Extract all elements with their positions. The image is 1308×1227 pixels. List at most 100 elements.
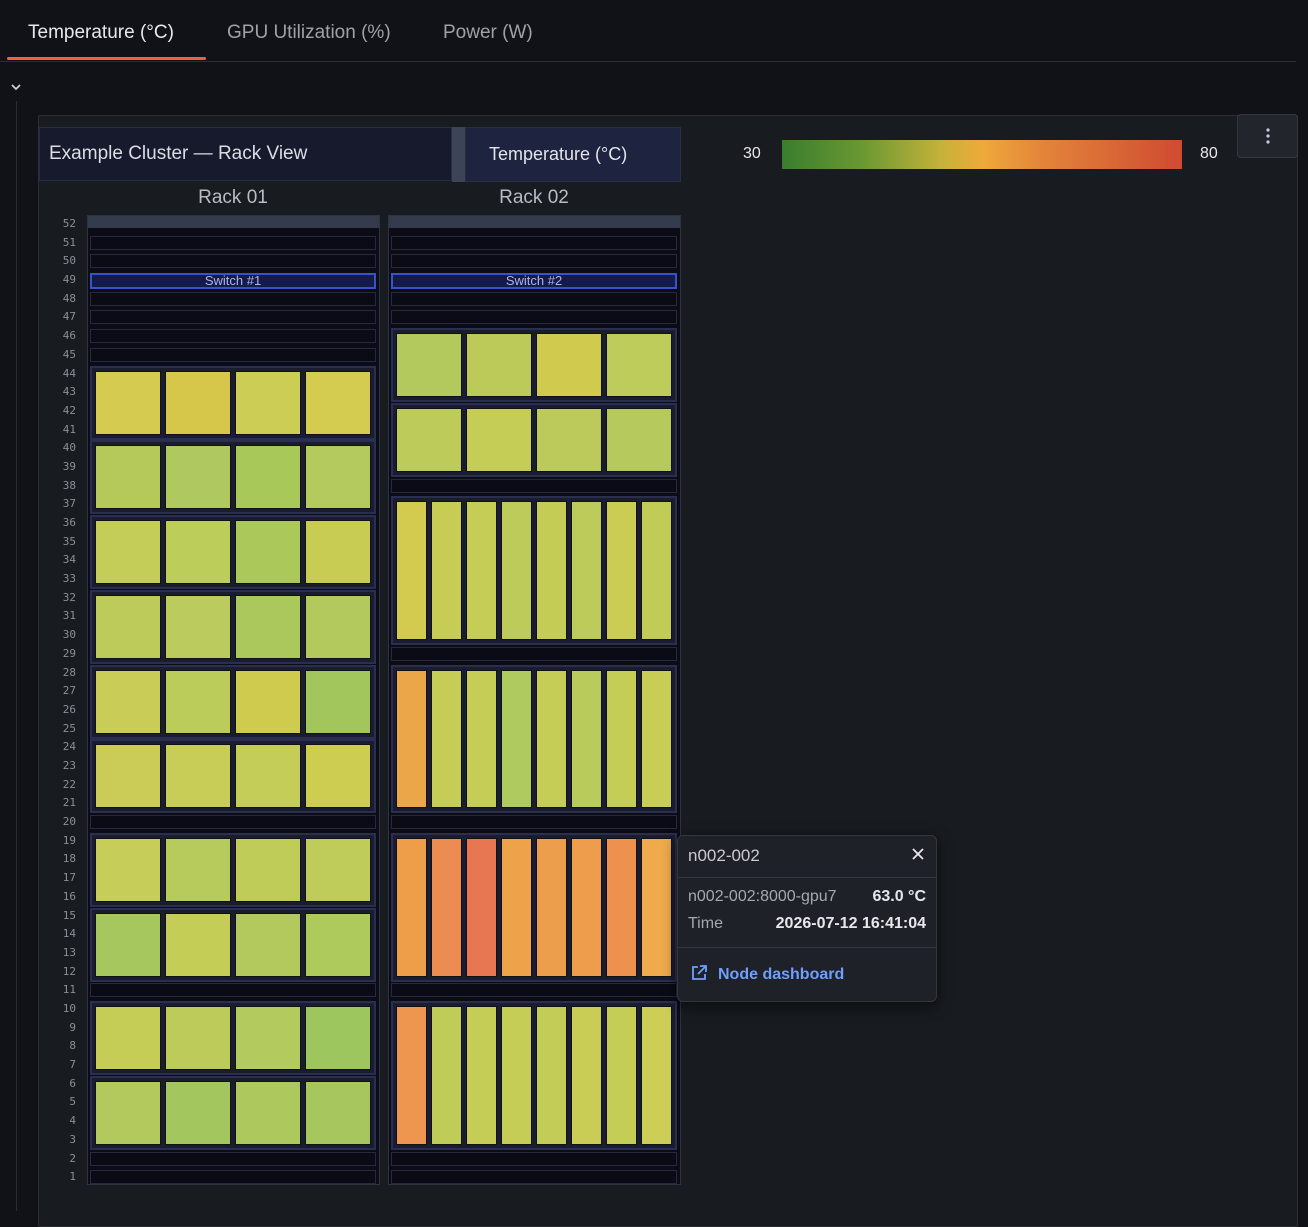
- server-node[interactable]: [90, 739, 376, 814]
- gpu-cell[interactable]: [305, 837, 371, 902]
- tab-temperature[interactable]: Temperature (°C): [28, 22, 174, 43]
- gpu-cell[interactable]: [235, 445, 301, 510]
- gpu-cell[interactable]: [165, 594, 231, 659]
- server-node[interactable]: [90, 664, 376, 739]
- server-node[interactable]: [391, 1000, 677, 1150]
- gpu-cell[interactable]: [235, 837, 301, 902]
- gpu-cell[interactable]: [235, 744, 301, 809]
- gpu-cell[interactable]: [235, 520, 301, 585]
- gpu-cell[interactable]: [165, 669, 231, 734]
- gpu-cell[interactable]: [235, 912, 301, 977]
- server-node[interactable]: [90, 1075, 376, 1150]
- gpu-cell[interactable]: [95, 669, 161, 734]
- server-node[interactable]: [391, 402, 677, 477]
- gpu-cell[interactable]: [431, 501, 462, 641]
- gpu-cell[interactable]: [305, 370, 371, 435]
- gpu-cell[interactable]: [396, 837, 427, 977]
- gpu-cell[interactable]: [165, 520, 231, 585]
- gpu-cell[interactable]: [165, 744, 231, 809]
- gpu-cell[interactable]: [606, 501, 637, 641]
- server-node[interactable]: [391, 664, 677, 814]
- gpu-cell[interactable]: [95, 445, 161, 510]
- gpu-cell[interactable]: [466, 1005, 497, 1145]
- gpu-cell[interactable]: [165, 1080, 231, 1145]
- gpu-cell[interactable]: [165, 912, 231, 977]
- close-icon[interactable]: [911, 845, 925, 866]
- gpu-cell[interactable]: [95, 594, 161, 659]
- gpu-cell[interactable]: [606, 407, 672, 472]
- gpu-cell[interactable]: [95, 837, 161, 902]
- gpu-cell[interactable]: [536, 501, 567, 641]
- gpu-cell[interactable]: [305, 912, 371, 977]
- gpu-cell[interactable]: [95, 1005, 161, 1071]
- tab-gpu-utilization[interactable]: GPU Utilization (%): [227, 22, 391, 43]
- gpu-cell[interactable]: [396, 407, 462, 472]
- gpu-cell[interactable]: [571, 1005, 602, 1145]
- kebab-menu-icon[interactable]: [1237, 114, 1298, 158]
- gpu-cell[interactable]: [501, 501, 532, 641]
- chevron-down-icon[interactable]: [9, 80, 23, 94]
- gpu-cell[interactable]: [235, 1080, 301, 1145]
- gpu-cell[interactable]: [305, 520, 371, 585]
- gpu-cell[interactable]: [606, 837, 637, 977]
- gpu-cell[interactable]: [95, 1080, 161, 1145]
- gpu-cell[interactable]: [396, 501, 427, 641]
- server-node[interactable]: [391, 496, 677, 646]
- gpu-cell[interactable]: [165, 445, 231, 510]
- gpu-cell[interactable]: [235, 370, 301, 435]
- gpu-cell[interactable]: [536, 407, 602, 472]
- gpu-cell[interactable]: [95, 370, 161, 435]
- gpu-cell[interactable]: [305, 669, 371, 734]
- gpu-cell[interactable]: [536, 669, 567, 809]
- gpu-cell[interactable]: [95, 744, 161, 809]
- gpu-cell[interactable]: [641, 837, 672, 977]
- gpu-cell[interactable]: [606, 333, 672, 398]
- tab-power[interactable]: Power (W): [443, 22, 533, 43]
- gpu-cell[interactable]: [396, 1005, 427, 1145]
- gpu-cell[interactable]: [466, 501, 497, 641]
- gpu-cell[interactable]: [235, 1005, 301, 1071]
- gpu-cell[interactable]: [165, 370, 231, 435]
- gpu-cell[interactable]: [95, 520, 161, 585]
- server-node[interactable]: [90, 832, 376, 907]
- gpu-cell[interactable]: [501, 837, 532, 977]
- node-dashboard-link[interactable]: Node dashboard: [690, 964, 844, 984]
- gpu-cell[interactable]: [431, 837, 462, 977]
- gpu-cell[interactable]: [571, 501, 602, 641]
- gpu-cell[interactable]: [305, 1005, 371, 1071]
- network-switch[interactable]: Switch #2: [391, 273, 677, 290]
- gpu-cell[interactable]: [536, 333, 602, 398]
- server-node[interactable]: [391, 328, 677, 403]
- network-switch[interactable]: Switch #1: [90, 273, 376, 290]
- gpu-cell[interactable]: [536, 1005, 567, 1145]
- gpu-cell[interactable]: [536, 837, 567, 977]
- server-node[interactable]: [90, 907, 376, 982]
- gpu-cell[interactable]: [501, 1005, 532, 1145]
- gpu-cell[interactable]: [235, 669, 301, 734]
- gpu-cell[interactable]: [431, 669, 462, 809]
- gpu-cell[interactable]: [165, 837, 231, 902]
- gpu-cell[interactable]: [641, 1005, 672, 1145]
- gpu-cell[interactable]: [396, 333, 462, 398]
- server-node[interactable]: [391, 832, 677, 982]
- gpu-cell[interactable]: [641, 501, 672, 641]
- gpu-cell[interactable]: [466, 837, 497, 977]
- gpu-cell[interactable]: [606, 1005, 637, 1145]
- server-node[interactable]: [90, 589, 376, 664]
- gpu-cell[interactable]: [571, 669, 602, 809]
- gpu-cell[interactable]: [305, 594, 371, 659]
- gpu-cell[interactable]: [571, 837, 602, 977]
- gpu-cell[interactable]: [466, 407, 532, 472]
- gpu-cell[interactable]: [305, 445, 371, 510]
- gpu-cell[interactable]: [305, 744, 371, 809]
- gpu-cell[interactable]: [396, 669, 427, 809]
- gpu-cell[interactable]: [95, 912, 161, 977]
- gpu-cell[interactable]: [466, 669, 497, 809]
- gpu-cell[interactable]: [431, 1005, 462, 1145]
- gpu-cell[interactable]: [165, 1005, 231, 1071]
- gpu-cell[interactable]: [235, 594, 301, 659]
- server-node[interactable]: [90, 365, 376, 440]
- server-node[interactable]: [90, 440, 376, 515]
- gpu-cell[interactable]: [305, 1080, 371, 1145]
- gpu-cell[interactable]: [641, 669, 672, 809]
